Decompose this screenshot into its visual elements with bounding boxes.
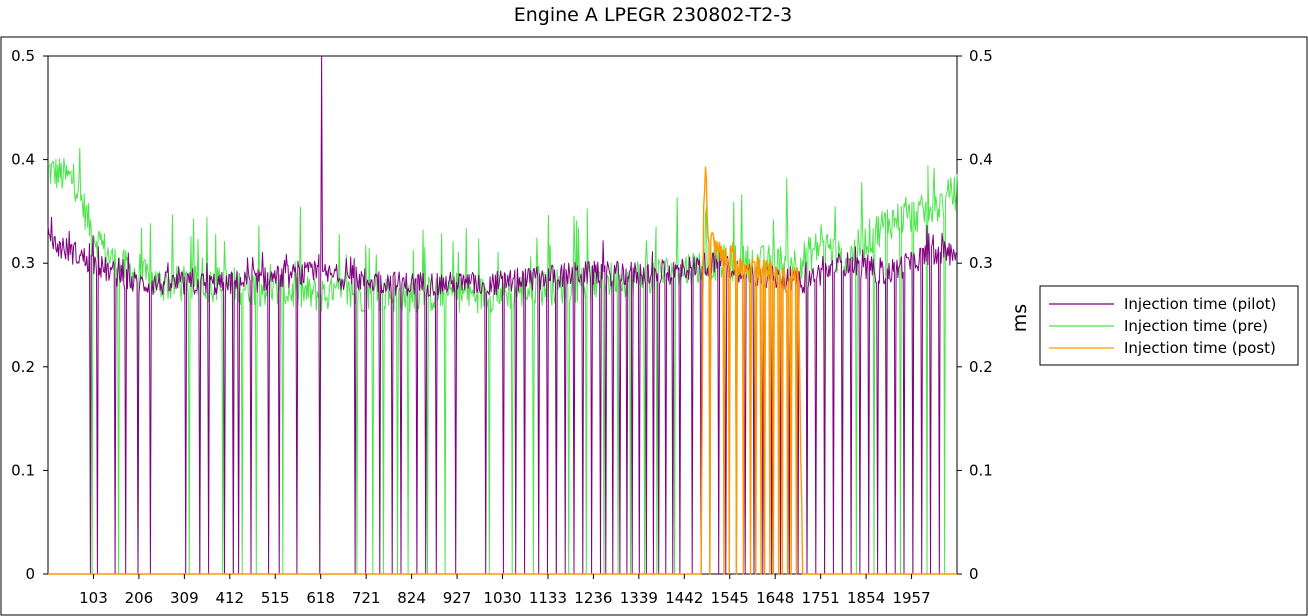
x-axis: 103 206 309 412 515 618 721 824 927 1030 1133 1236 1… bbox=[79, 574, 931, 607]
left-y-tick-label: 0.3 bbox=[11, 254, 35, 272]
x-tick-label: 1751 bbox=[802, 589, 840, 607]
right-y-tick-label: 0.5 bbox=[969, 47, 993, 65]
x-tick-label: 1339 bbox=[620, 589, 658, 607]
x-tick-label: 515 bbox=[261, 589, 290, 607]
x-tick-label: 1236 bbox=[574, 589, 612, 607]
x-tick-label: 206 bbox=[125, 589, 154, 607]
legend: Injection time (pilot) Injection time (pr… bbox=[1039, 285, 1299, 366]
y-unit-label: ms bbox=[1009, 304, 1031, 332]
left-y-tick-label: 0 bbox=[25, 565, 35, 583]
x-tick-label: 721 bbox=[352, 589, 381, 607]
x-tick-label: 1545 bbox=[711, 589, 749, 607]
right-y-tick-label: 0 bbox=[969, 565, 979, 583]
chart-title: Engine A LPEGR 230802-T2-3 bbox=[514, 4, 793, 26]
right-y-tick-label: 0.1 bbox=[969, 461, 993, 479]
left-y-tick-label: 0.5 bbox=[11, 47, 35, 65]
right-y-tick-label: 0.4 bbox=[969, 151, 993, 169]
legend-label-2: Injection time (post) bbox=[1124, 339, 1276, 357]
left-y-tick-label: 0.1 bbox=[11, 461, 35, 479]
x-tick-label: 927 bbox=[443, 589, 472, 607]
left-axis: 0 0.1 0.2 0.3 0.4 0.5 bbox=[11, 47, 48, 583]
legend-label-0: Injection time (pilot) bbox=[1124, 295, 1276, 313]
x-tick-label: 412 bbox=[215, 589, 244, 607]
outer-frame bbox=[0, 36, 1308, 616]
x-tick-label: 1957 bbox=[892, 589, 930, 607]
legend-label-1: Injection time (pre) bbox=[1124, 317, 1268, 335]
left-y-tick-label: 0.2 bbox=[11, 358, 35, 376]
right-y-tick-label: 0.2 bbox=[969, 358, 993, 376]
x-tick-label: 1030 bbox=[483, 589, 521, 607]
x-tick-label: 1133 bbox=[529, 589, 567, 607]
x-tick-label: 309 bbox=[170, 589, 199, 607]
x-tick-label: 1648 bbox=[756, 589, 794, 607]
x-tick-label: 618 bbox=[306, 589, 335, 607]
x-tick-label: 1854 bbox=[847, 589, 885, 607]
x-tick-label: 1442 bbox=[665, 589, 703, 607]
series-line-0 bbox=[47, 55, 958, 575]
x-tick-label: 103 bbox=[79, 589, 108, 607]
right-y-tick-label: 0.3 bbox=[969, 254, 993, 272]
left-y-tick-label: 0.4 bbox=[11, 151, 35, 169]
right-axis: 0 0.1 0.2 0.3 0.4 0.5 bbox=[957, 47, 993, 583]
x-tick-label: 824 bbox=[397, 589, 426, 607]
